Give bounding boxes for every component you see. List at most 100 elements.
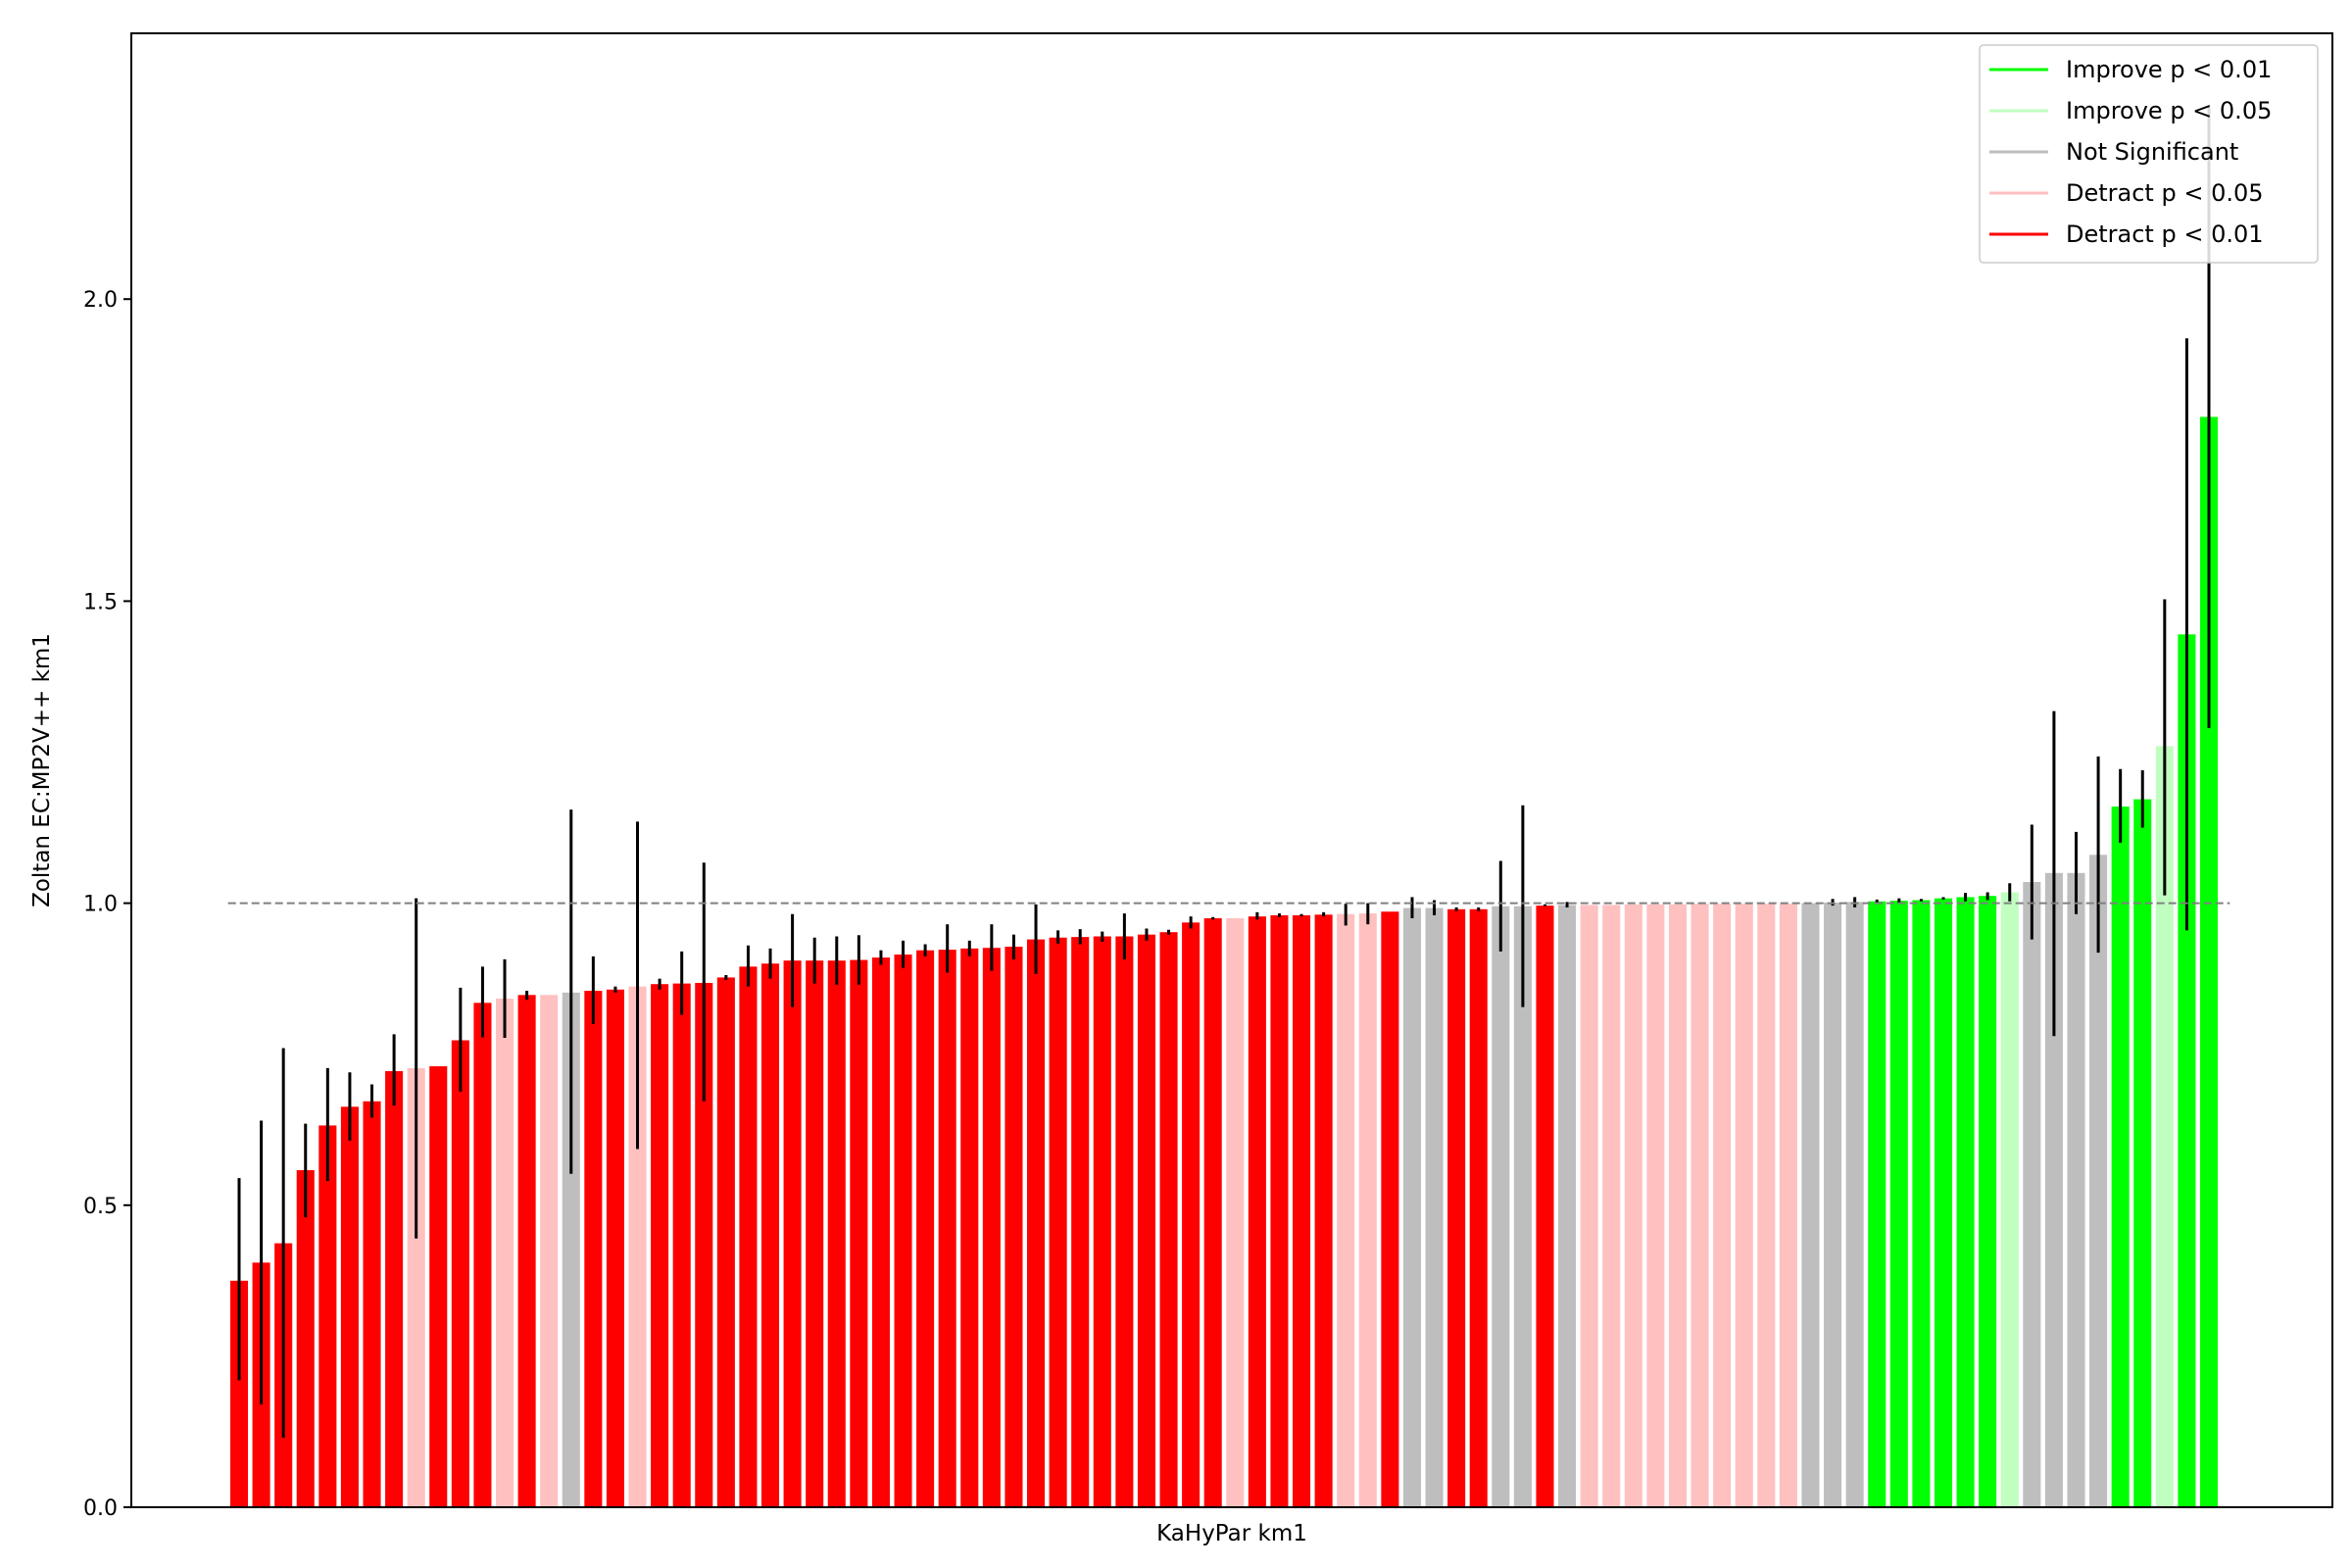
bar — [2133, 799, 2152, 1507]
bar — [651, 984, 669, 1507]
bar — [1824, 902, 1842, 1507]
bar — [363, 1101, 381, 1507]
error-bars-layer — [237, 105, 2211, 1439]
bar — [1226, 918, 1245, 1507]
bar — [318, 1125, 337, 1507]
bar — [1314, 914, 1333, 1507]
bar — [2089, 855, 2108, 1507]
bar — [1580, 905, 1598, 1507]
bar — [1934, 898, 1953, 1507]
bar — [1912, 900, 1931, 1507]
bar — [695, 982, 713, 1507]
bar — [1159, 932, 1178, 1507]
bar — [1293, 914, 1311, 1507]
legend-label: Detract p < 0.05 — [2066, 179, 2264, 207]
bar — [2178, 634, 2196, 1507]
bar — [871, 957, 890, 1507]
bar — [1735, 904, 1753, 1507]
bar — [1713, 904, 1732, 1507]
plot-frame — [130, 32, 2333, 1508]
bar — [1757, 904, 1776, 1507]
bar — [1447, 908, 1466, 1507]
bar — [1801, 903, 1820, 1507]
bars-layer — [229, 416, 2219, 1507]
bar — [827, 960, 846, 1507]
legend-items: Improve p < 0.01 Improve p < 0.05 Not Sign… — [1989, 56, 2272, 248]
y-tick-label: 2.0 — [83, 288, 118, 313]
bar — [495, 998, 514, 1507]
bar — [1402, 907, 1421, 1507]
bar — [2000, 892, 2019, 1507]
bar — [1004, 946, 1023, 1507]
bar — [407, 1067, 425, 1507]
bar — [1624, 904, 1642, 1507]
bar — [1027, 939, 1046, 1507]
bar — [1270, 914, 1289, 1507]
bar — [1358, 913, 1377, 1507]
bar — [473, 1003, 492, 1507]
bar — [806, 960, 824, 1507]
bar — [760, 963, 780, 1507]
legend-label: Improve p < 0.01 — [2066, 56, 2272, 83]
y-axis-ticks: 0.0 0.5 1.0 1.5 2.0 — [83, 288, 131, 1521]
bar — [1536, 906, 1554, 1507]
bar — [1690, 904, 1709, 1507]
bar — [739, 966, 758, 1507]
bar — [938, 950, 956, 1507]
bar — [296, 1170, 315, 1507]
legend-label: Not Significant — [2066, 138, 2238, 166]
bar — [1203, 918, 1222, 1507]
bar — [1093, 936, 1111, 1507]
bar — [2067, 872, 2085, 1507]
bar — [960, 948, 979, 1507]
bar — [628, 986, 647, 1507]
bar — [1248, 916, 1266, 1507]
bar — [716, 977, 735, 1507]
bar — [1646, 904, 1665, 1507]
bar — [540, 995, 559, 1507]
bar — [1889, 901, 1908, 1507]
bar — [1956, 897, 1975, 1507]
bar — [429, 1066, 448, 1507]
bar — [385, 1070, 404, 1507]
bar — [2044, 872, 2063, 1507]
bar — [982, 948, 1001, 1507]
bar — [451, 1040, 469, 1507]
bar — [1779, 904, 1797, 1507]
bar — [1071, 937, 1090, 1507]
bar — [2023, 882, 2041, 1507]
bar — [2155, 746, 2174, 1507]
y-tick-label: 0.5 — [83, 1195, 118, 1219]
y-tick-label: 1.0 — [83, 893, 118, 917]
bar — [1492, 906, 1510, 1507]
bar — [562, 992, 580, 1507]
legend: Improve p < 0.01 Improve p < 0.05 Not Sign… — [1979, 44, 2319, 264]
legend-label: Detract p < 0.01 — [2066, 220, 2264, 248]
bar — [1381, 911, 1399, 1507]
bar — [606, 989, 624, 1507]
bar — [783, 960, 802, 1507]
bar — [1469, 908, 1488, 1507]
bar — [894, 955, 912, 1507]
bar — [850, 959, 868, 1507]
legend-label: Improve p < 0.05 — [2066, 97, 2272, 124]
y-axis-label: Zoltan EC:MP2V++ km1 — [29, 633, 55, 907]
bar — [672, 983, 691, 1507]
bar — [1979, 896, 1997, 1507]
bar — [1137, 934, 1155, 1507]
bar — [1868, 901, 1886, 1507]
y-tick-label: 1.5 — [83, 590, 118, 614]
y-tick-label: 0.0 — [83, 1496, 118, 1521]
bar — [1513, 906, 1532, 1507]
x-axis-label: KaHyPar km1 — [1156, 1521, 1307, 1546]
bar — [229, 1280, 249, 1507]
legend-box — [1979, 44, 2319, 264]
bar — [1337, 913, 1355, 1507]
bar — [340, 1106, 359, 1507]
bar — [2111, 806, 2130, 1507]
bar — [2199, 416, 2219, 1507]
bar — [1668, 904, 1688, 1507]
bar — [1115, 936, 1134, 1507]
bar — [1182, 922, 1200, 1507]
